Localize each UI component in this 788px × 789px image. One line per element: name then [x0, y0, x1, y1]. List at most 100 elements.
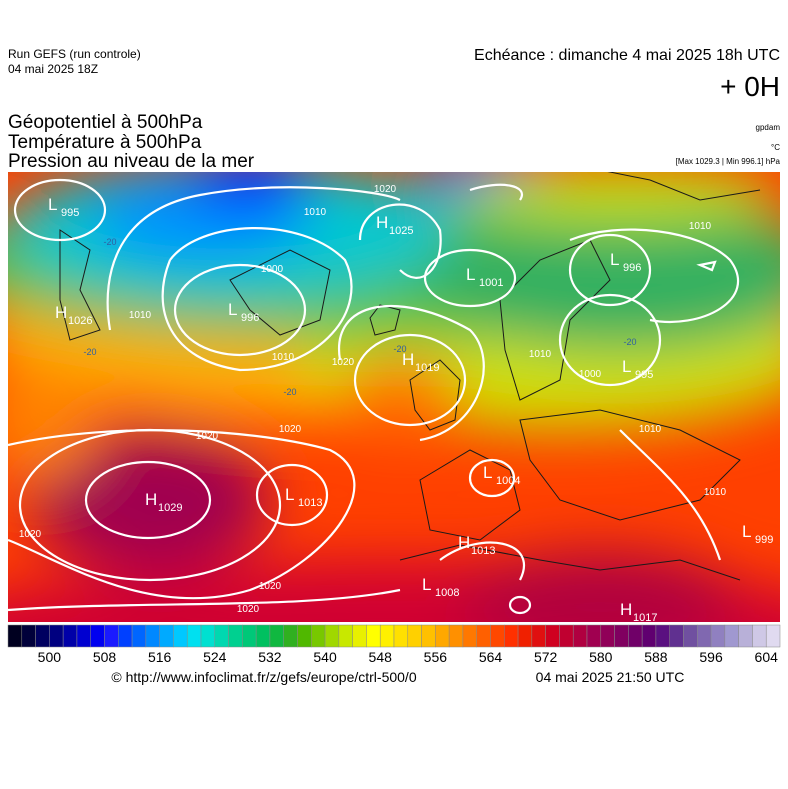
unit-label: gpdam [756, 123, 781, 132]
center-letter: L [483, 463, 492, 482]
isobar-label: 1020 [19, 529, 42, 540]
colorbar-swatch [600, 624, 615, 648]
center-value: 1001 [479, 277, 503, 289]
field-label: Pression au niveau de la mer [8, 151, 255, 172]
colorbar-swatch [752, 624, 767, 648]
colorbar-swatch [628, 624, 643, 648]
colorbar-swatch [200, 624, 216, 648]
colorbar-tick-label: 580 [589, 649, 613, 665]
colorbar-swatch [104, 624, 119, 648]
center-letter: L [422, 575, 431, 594]
temperature-label: -20 [83, 347, 96, 357]
center-letter: L [610, 250, 619, 269]
temperature-label: -20 [103, 237, 116, 247]
temperature-label: -20 [393, 344, 406, 354]
colorbar-swatch [173, 624, 188, 648]
colorbar-swatch [366, 624, 381, 648]
colorbar-swatch [545, 624, 560, 648]
center-letter: H [55, 303, 67, 322]
isobar-label: 1010 [129, 310, 152, 321]
colorbar-swatch [62, 624, 78, 648]
isobar-label: 1020 [374, 184, 397, 195]
isobar-label: 1010 [689, 221, 712, 232]
center-letter: H [458, 533, 470, 552]
colorbar-swatch [338, 624, 353, 648]
isobar-label: 1000 [579, 369, 602, 380]
colorbar-swatch [504, 624, 519, 648]
colorbar-tick-label: 532 [258, 649, 282, 665]
colorbar-tick-label: 500 [38, 649, 62, 665]
colorbar-tick-label: 596 [699, 649, 723, 665]
colorbar-swatch [283, 624, 298, 648]
colorbar-tick-label: 508 [93, 649, 117, 665]
colorbar-swatch [655, 624, 670, 648]
colorbar-swatch [738, 624, 753, 648]
center-letter: H [402, 350, 414, 369]
colorbar-swatch [710, 624, 726, 648]
isobars [8, 178, 739, 615]
colorbar-swatch [131, 624, 147, 648]
colorbar-swatch [531, 624, 546, 648]
center-letter: H [376, 213, 388, 232]
colorbar-swatch [393, 624, 409, 648]
temperature-label: -20 [283, 387, 296, 397]
center-value: 1004 [496, 475, 520, 487]
colorbar-swatch [559, 624, 574, 648]
extremes-label: [Max 1029.3 | Min 996.1] hPa [676, 157, 781, 166]
colorbar-swatch [669, 624, 684, 648]
colorbar-swatch [255, 624, 271, 648]
colorbar-tick-label: 588 [644, 649, 668, 665]
center-letter: L [48, 195, 57, 214]
center-value: 1019 [415, 362, 439, 374]
colorbar-swatch [76, 624, 91, 648]
center-value: 1025 [389, 225, 413, 237]
center-letter: H [620, 600, 632, 619]
center-value: 996 [623, 262, 641, 274]
colorbar-swatch [214, 624, 229, 648]
colorbar-swatch [572, 624, 588, 648]
center-letter: L [622, 357, 631, 376]
colorbar-swatch [683, 624, 698, 648]
isobar-label: 1010 [304, 207, 327, 218]
center-value: 996 [241, 312, 259, 324]
center-value: 1017 [633, 612, 657, 624]
colorbar-swatch [145, 624, 160, 648]
colorbar-swatch [697, 624, 712, 648]
colorbar-tick-label: 524 [203, 649, 227, 665]
colorbar-tick-label: 604 [755, 649, 779, 665]
colorbar-swatch [586, 624, 602, 648]
colorbar-swatch [35, 624, 50, 648]
colorbar-swatch [614, 624, 629, 648]
coastlines [59, 172, 761, 581]
isobar-label: 1020 [259, 581, 282, 592]
colorbar-swatch [517, 624, 533, 648]
isobar-label: 1010 [639, 424, 662, 435]
colorbar-swatch [724, 624, 739, 648]
center-value: 999 [755, 534, 773, 546]
center-value: 1029 [158, 502, 182, 514]
colorbar-tick-label: 516 [148, 649, 172, 665]
center-letter: H [145, 490, 157, 509]
isobar-label: 1020 [237, 604, 260, 615]
colorbar-swatch [21, 624, 36, 648]
colorbar-swatch [490, 624, 505, 648]
valid-time: Echéance : dimanche 4 mai 2025 18h UTC [474, 47, 780, 64]
colorbar-swatch [379, 624, 395, 648]
center-value: 1008 [435, 587, 459, 599]
lead-time: + 0H [720, 71, 780, 102]
colorbar-tick-label: 556 [424, 649, 448, 665]
run-date: 04 mai 2025 18Z [8, 62, 98, 76]
unit-label: °C [771, 143, 780, 152]
center-letter: L [466, 265, 475, 284]
isobar-label: 1000 [261, 264, 284, 275]
colorbar-swatch [297, 624, 312, 648]
colorbar-swatch [242, 624, 257, 648]
colorbar-swatch [7, 624, 23, 648]
colorbar-swatch [765, 624, 781, 648]
isobar-label: 1020 [279, 424, 302, 435]
isobar-label: 1020 [332, 357, 355, 368]
